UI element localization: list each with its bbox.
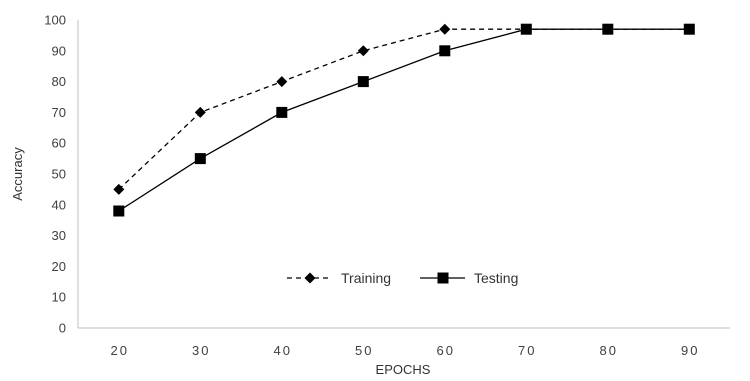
x-tick-label: 40 xyxy=(274,343,292,358)
y-tick-label: 40 xyxy=(52,197,66,212)
y-tick-label: 20 xyxy=(52,259,66,274)
series-line-testing xyxy=(118,28,690,212)
y-axis-ticks: 0 10 20 30 40 50 60 70 80 90 100 xyxy=(44,13,66,336)
legend-item-training: Training xyxy=(287,270,391,286)
x-tick-label: 90 xyxy=(681,343,699,358)
data-point-training xyxy=(276,76,288,88)
y-tick-label: 70 xyxy=(52,105,66,120)
data-point-training xyxy=(113,183,125,195)
legend: Training Testing xyxy=(287,270,518,286)
data-point-training xyxy=(194,106,206,118)
legend-training-label: Training xyxy=(341,270,391,286)
legend-training-diamond-marker xyxy=(304,272,316,284)
x-tick-label: 20 xyxy=(111,343,129,358)
legend-item-testing: Testing xyxy=(420,270,518,286)
data-point-training xyxy=(439,23,451,35)
data-point-testing xyxy=(276,106,288,118)
data-point-testing xyxy=(683,23,695,35)
legend-testing-square-marker xyxy=(437,272,449,284)
x-tick-label: 70 xyxy=(518,343,536,358)
data-point-testing xyxy=(194,153,206,165)
series-testing xyxy=(113,23,695,217)
y-tick-label: 50 xyxy=(52,167,66,182)
x-axis-ticks: 20 30 40 50 60 70 80 90 xyxy=(111,343,699,358)
y-tick-label: 60 xyxy=(52,136,66,151)
x-tick-label: 60 xyxy=(437,343,455,358)
y-tick-label: 90 xyxy=(52,43,66,58)
y-tick-label: 0 xyxy=(59,321,66,336)
data-point-testing xyxy=(520,23,532,35)
series-training xyxy=(113,23,695,195)
y-tick-label: 10 xyxy=(52,290,66,305)
x-tick-label: 80 xyxy=(600,343,618,358)
data-point-testing xyxy=(602,23,614,35)
x-axis-title: EPOCHS xyxy=(376,362,431,377)
series-layer xyxy=(113,23,695,217)
legend-testing-label: Testing xyxy=(474,270,518,286)
x-tick-label: 30 xyxy=(192,343,210,358)
y-tick-label: 100 xyxy=(44,13,66,28)
data-point-testing xyxy=(113,205,125,217)
series-line-training xyxy=(118,28,690,190)
y-tick-label: 80 xyxy=(52,74,66,89)
data-point-training xyxy=(357,45,369,57)
data-point-testing xyxy=(357,76,369,88)
y-tick-label: 30 xyxy=(52,228,66,243)
data-point-testing xyxy=(439,45,451,57)
x-tick-label: 50 xyxy=(355,343,373,358)
y-axis-title: Accuracy xyxy=(10,147,25,201)
